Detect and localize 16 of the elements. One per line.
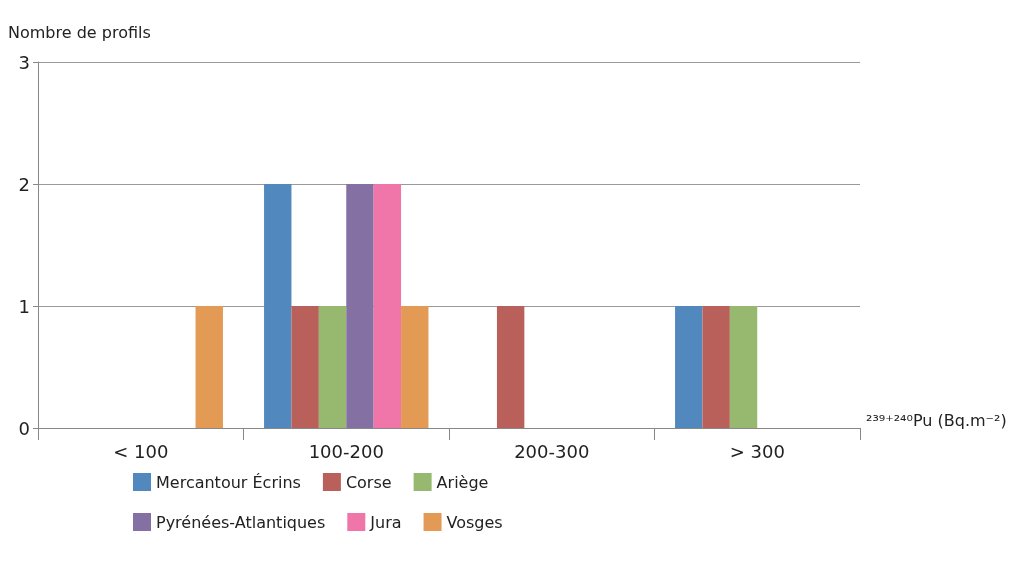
legend-label: Pyrénées-Atlantiques (156, 512, 326, 532)
legend-label: Ariège (436, 472, 489, 492)
y-tick-label: 0 (18, 417, 30, 439)
y-axis-title: Nombre de profils (8, 22, 151, 42)
legend-label: Mercantour Écrins (156, 472, 301, 492)
x-axis-title: ²³⁹⁺²⁴⁰Pu (Bq.m⁻²) (866, 410, 1007, 430)
x-tick-label: 100-200 (308, 440, 384, 462)
y-tick-label: 1 (18, 295, 30, 317)
legend-label: Vosges (446, 512, 503, 532)
x-tick-label: > 300 (729, 440, 785, 462)
x-tick-label: < 100 (113, 440, 169, 462)
y-tick-label: 2 (18, 173, 30, 195)
legend-label: Jura (369, 512, 402, 532)
x-tick-label: 200-300 (514, 440, 590, 462)
y-tick-label: 3 (18, 51, 30, 73)
legend-label: Corse (345, 472, 392, 492)
